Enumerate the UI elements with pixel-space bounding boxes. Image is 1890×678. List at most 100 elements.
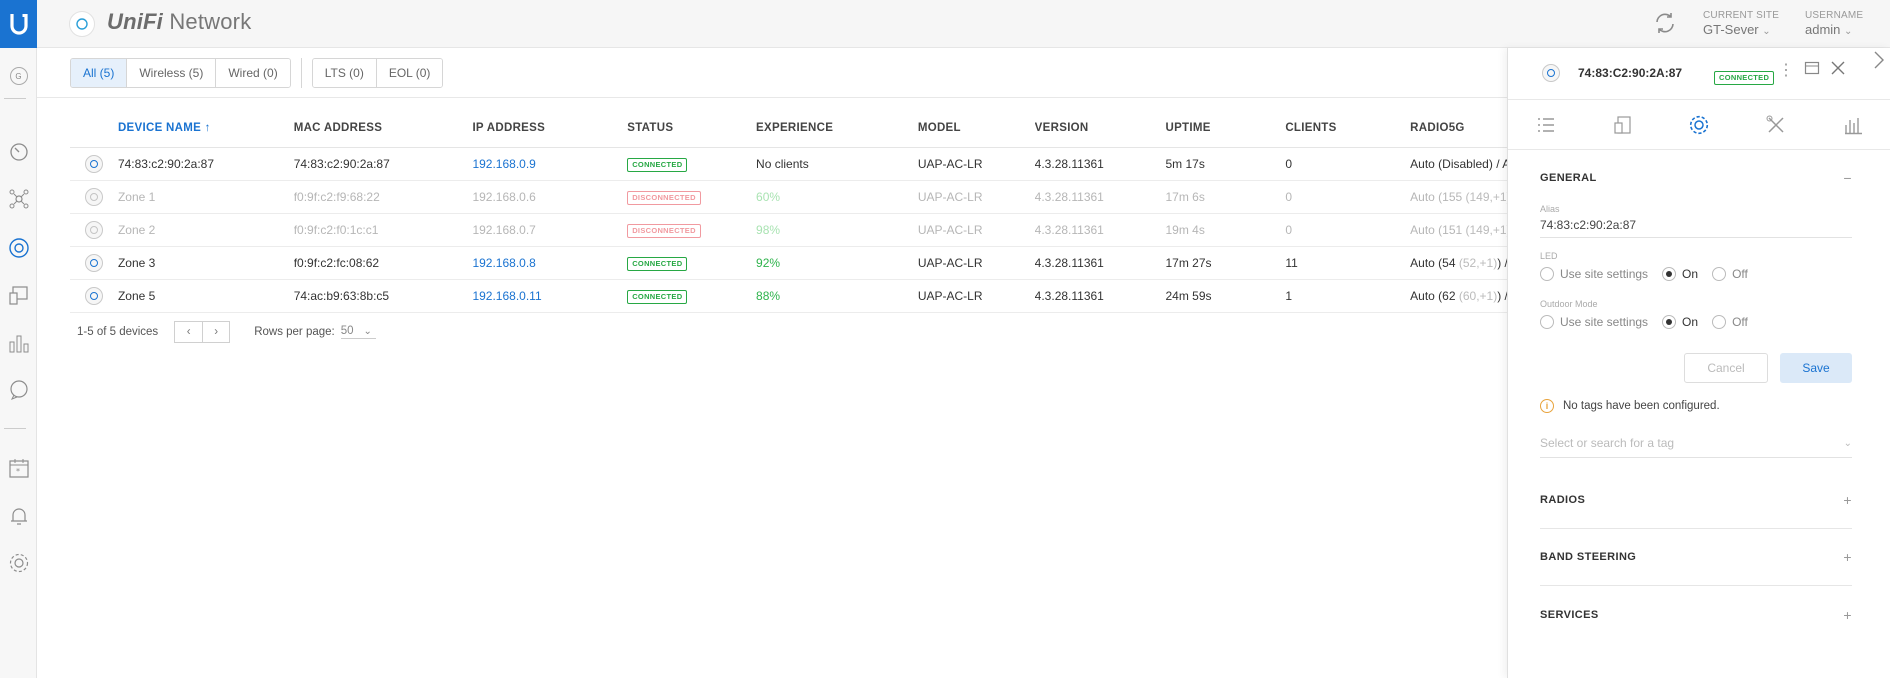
filter-wired-button[interactable]: Wired (0) (216, 59, 290, 87)
prev-page-button[interactable]: ‹ (174, 321, 203, 343)
version: 4.3.28.11361 (1034, 289, 1104, 303)
ip-address-link[interactable]: 192.168.0.7 (472, 223, 536, 237)
tab-clients[interactable] (1585, 100, 1662, 149)
model: UAP-AC-LR (917, 256, 983, 270)
top-bar: UniFi Network CURRENT SITE GT-Sever ⌄ US… (37, 0, 1890, 48)
led-option-site[interactable]: Use site settings (1540, 267, 1648, 281)
table-row[interactable]: Zone 5 74:ac:b9:63:8b:c5 192.168.0.11 CO… (70, 280, 1510, 313)
status-badge: CONNECTED (1714, 71, 1775, 85)
tag-select[interactable]: Select or search for a tag ⌄ (1540, 436, 1852, 458)
general-section-header[interactable]: GENERAL − (1540, 170, 1852, 186)
rows-per-page-value: 50 (340, 325, 354, 337)
table-row[interactable]: Zone 3 f0:9f:c2:fc:08:62 192.168.0.8 CON… (70, 247, 1510, 280)
lifecycle-filter-group: LTS (0) EOL (0) (311, 58, 444, 88)
radio5g: Auto (54 (52,+1)) / (1410, 256, 1508, 270)
led-option-off[interactable]: Off (1712, 267, 1748, 281)
user-menu[interactable]: USERNAME admin ⌄ (1805, 10, 1863, 37)
ip-address-link[interactable]: 192.168.0.9 (472, 157, 536, 171)
services-section-header[interactable]: SERVICES + (1540, 586, 1852, 643)
app-switcher-button[interactable] (69, 11, 95, 37)
model: UAP-AC-LR (917, 289, 983, 303)
next-page-button[interactable]: › (202, 321, 231, 343)
outdoor-option-on[interactable]: On (1662, 315, 1698, 329)
header-experience[interactable]: EXPERIENCE (756, 121, 834, 134)
more-options-icon[interactable]: ⋮ (1778, 61, 1794, 79)
rows-per-page-select[interactable]: 50 ⌄ (340, 325, 376, 339)
uptime: 17m 6s (1165, 190, 1205, 204)
header-version[interactable]: VERSION (1034, 121, 1089, 134)
tab-details[interactable] (1508, 100, 1585, 149)
close-icon[interactable] (1830, 60, 1846, 81)
header-clients[interactable]: CLIENTS (1285, 121, 1337, 134)
site-switcher-icon[interactable]: G (0, 60, 37, 92)
tab-tools[interactable] (1738, 100, 1815, 149)
ubiquiti-logo[interactable] (0, 0, 37, 48)
radio-selected-icon (1662, 315, 1677, 329)
events-calendar-icon[interactable]: * (0, 452, 37, 484)
led-option-on[interactable]: On (1662, 267, 1698, 281)
header-radio5g[interactable]: RADIO5G (1410, 121, 1465, 134)
clients: 0 (1285, 157, 1292, 171)
outdoor-option-site[interactable]: Use site settings (1540, 315, 1648, 329)
svg-text:*: * (16, 467, 20, 476)
topology-icon[interactable] (0, 183, 37, 215)
ip-address-link[interactable]: 192.168.0.8 (472, 256, 536, 270)
model: UAP-AC-LR (917, 223, 983, 237)
mac-address: f0:9f:c2:f0:1c:c1 (293, 223, 379, 237)
detach-window-icon[interactable] (1804, 60, 1820, 81)
panel-config-body: GENERAL − Alias 74:83:c2:90:2a:87 LED Us… (1540, 150, 1852, 643)
current-site-selector[interactable]: CURRENT SITE GT-Sever ⌄ (1703, 10, 1779, 37)
settings-gear-icon[interactable] (0, 547, 37, 579)
outdoor-option-off[interactable]: Off (1712, 315, 1748, 329)
brand-network: Network (169, 9, 252, 34)
header-ip-address[interactable]: IP ADDRESS (472, 121, 546, 134)
general-section-title: GENERAL (1540, 172, 1597, 184)
ip-address-link[interactable]: 192.168.0.11 (472, 289, 542, 303)
header-uptime[interactable]: UPTIME (1165, 121, 1211, 134)
tags-notice: i No tags have been configured. (1540, 399, 1852, 413)
statistics-icon[interactable] (0, 327, 37, 359)
panel-status: CONNECTED (1714, 67, 1775, 85)
chevron-down-icon: ⌄ (1843, 437, 1852, 449)
chevron-right-icon: › (214, 326, 219, 338)
panel-collapse-chevron-icon[interactable] (1873, 50, 1885, 75)
header-status[interactable]: STATUS (627, 121, 674, 134)
header-device-name[interactable]: DEVICE NAME ↑ (117, 121, 211, 134)
radio5g: Auto (62 (60,+1)) / (1410, 289, 1508, 303)
tab-statistics[interactable] (1814, 100, 1890, 149)
version: 4.3.28.11361 (1034, 190, 1104, 204)
alerts-bell-icon[interactable] (0, 500, 37, 532)
filter-wireless-button[interactable]: Wireless (5) (127, 59, 217, 87)
uptime: 5m 17s (1165, 157, 1205, 171)
ip-address-link[interactable]: 192.168.0.6 (472, 190, 536, 204)
cancel-button[interactable]: Cancel (1684, 353, 1768, 383)
refresh-icon[interactable] (1652, 10, 1678, 41)
filter-eol-button[interactable]: EOL (0) (376, 59, 443, 87)
expand-plus-icon: + (1843, 549, 1852, 565)
uptime: 24m 59s (1165, 289, 1212, 303)
header-mac-address[interactable]: MAC ADDRESS (293, 121, 383, 134)
led-radio-group: Use site settings On Off (1540, 267, 1852, 281)
radios-section-header[interactable]: RADIOS + (1540, 472, 1852, 529)
band-steering-section-header[interactable]: BAND STEERING + (1540, 529, 1852, 586)
device-name: Zone 3 (117, 256, 156, 270)
experience: No clients (756, 157, 809, 171)
filter-lts-button[interactable]: LTS (0) (312, 59, 377, 87)
header-model[interactable]: MODEL (917, 121, 961, 134)
filter-all-button[interactable]: All (5) (71, 59, 128, 87)
filter-divider (300, 58, 302, 88)
insights-icon[interactable] (0, 374, 37, 406)
table-row[interactable]: Zone 2 f0:9f:c2:f0:1c:c1 192.168.0.7 DIS… (70, 214, 1510, 247)
table-row[interactable]: Zone 1 f0:9f:c2:f9:68:22 192.168.0.6 DIS… (70, 181, 1510, 214)
radio-icon (1540, 267, 1554, 281)
save-button[interactable]: Save (1780, 353, 1852, 383)
tab-config[interactable] (1661, 100, 1738, 149)
table-row[interactable]: 74:83:c2:90:2a:87 74:83:c2:90:2a:87 192.… (70, 148, 1510, 181)
uptime: 19m 4s (1165, 223, 1205, 237)
dashboard-icon[interactable] (0, 136, 37, 168)
devices-icon[interactable] (0, 232, 37, 264)
led-field: LED Use site settings On Off (1540, 251, 1852, 281)
alias-input[interactable]: 74:83:c2:90:2a:87 (1540, 214, 1852, 238)
clients-icon[interactable] (0, 279, 37, 311)
site-label: CURRENT SITE (1703, 10, 1780, 21)
